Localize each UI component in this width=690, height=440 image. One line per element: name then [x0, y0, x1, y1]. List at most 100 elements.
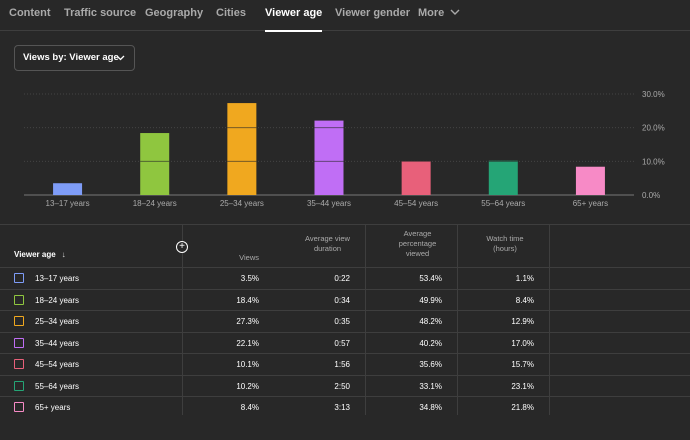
tab-viewer-age[interactable]: Viewer age — [265, 0, 323, 32]
row-age-label: 25–34 years — [35, 317, 80, 326]
chevron-down-icon — [116, 55, 125, 61]
tab-content[interactable]: Content — [9, 7, 51, 19]
row-watch-time: 1.1% — [515, 274, 534, 283]
tab-viewer-gender[interactable]: Viewer gender — [335, 7, 410, 19]
viewer-age-bar-chart: 0.0% 10.0% 20.0% 30.0% 13–17 years 18–24 year… — [24, 90, 665, 208]
row-avg-duration: 1:56 — [334, 360, 350, 369]
row-views: 18.4% — [236, 295, 259, 305]
row-age-label: 18–24 years — [35, 295, 80, 305]
header-line: duration — [313, 244, 342, 253]
row-views: 8.4% — [240, 403, 259, 412]
column-divider — [549, 225, 550, 415]
x-category-label: 18–24 years — [133, 199, 177, 208]
bar[interactable] — [401, 160, 431, 195]
x-category-label: 45–54 years — [394, 199, 438, 208]
views-by-dropdown[interactable]: Views by: Viewer age — [14, 45, 135, 71]
series-toggle-checkbox[interactable] — [14, 337, 24, 348]
row-age-label: 45–54 years — [35, 360, 80, 369]
table-row[interactable]: 45–54 years 10.1% 1:56 35.6% 15.7% — [0, 353, 690, 375]
row-age-label: 35–44 years — [35, 338, 80, 348]
row-avg-duration: 0:35 — [334, 317, 350, 326]
x-category-label: 25–34 years — [220, 199, 264, 208]
table-row[interactable]: 35–44 years 22.1% 0:57 40.2% 17.0% — [0, 331, 690, 354]
header-avg-percentage-viewed[interactable]: Average percentage viewed — [380, 225, 455, 267]
chevron-down-icon — [450, 9, 460, 15]
tab-traffic-source[interactable]: Traffic source — [64, 7, 137, 19]
row-avg-percentage: 53.4% — [419, 274, 442, 283]
y-tick-label: 0.0% — [642, 191, 660, 200]
add-column-plus-icon[interactable]: + — [176, 241, 188, 253]
row-avg-duration: 0:22 — [334, 274, 350, 283]
column-divider — [365, 225, 366, 415]
column-divider — [182, 225, 183, 415]
column-divider — [457, 225, 458, 415]
row-watch-time: 15.7% — [511, 360, 534, 369]
row-avg-percentage: 33.1% — [419, 381, 442, 391]
row-watch-time: 8.4% — [515, 295, 534, 305]
row-watch-time: 17.0% — [511, 338, 534, 348]
table-row[interactable]: 65+ years 8.4% 3:13 34.8% 21.8% — [0, 396, 690, 418]
row-age-label: 55–64 years — [35, 381, 80, 391]
table-row[interactable]: 25–34 years 27.3% 0:35 48.2% 12.9% — [0, 310, 690, 332]
header-views[interactable]: Views — [190, 225, 259, 267]
bar[interactable] — [140, 133, 170, 195]
row-views: 10.1% — [236, 360, 259, 369]
header-avg-view-duration[interactable]: Average view duration — [290, 225, 365, 267]
bar[interactable] — [314, 120, 344, 195]
series-toggle-checkbox[interactable] — [14, 402, 24, 412]
table-row[interactable]: 55–64 years 10.2% 2:50 33.1% 23.1% — [0, 374, 690, 397]
row-avg-percentage: 35.6% — [419, 360, 442, 369]
series-toggle-checkbox[interactable] — [14, 316, 24, 326]
header-line: percentage — [398, 239, 437, 248]
row-avg-duration: 0:57 — [334, 338, 350, 348]
row-views: 3.5% — [240, 274, 259, 283]
row-avg-percentage: 49.9% — [419, 295, 442, 305]
header-line: Average — [403, 229, 432, 238]
header-watch-time[interactable]: Watch time (hours) — [475, 225, 535, 267]
series-toggle-checkbox[interactable] — [14, 380, 24, 391]
y-tick-label: 10.0% — [642, 157, 665, 166]
sort-down-arrow-icon: ↓ — [61, 250, 66, 259]
tab-cities[interactable]: Cities — [216, 7, 246, 19]
row-avg-percentage: 48.2% — [419, 317, 442, 326]
row-age-label: 13–17 years — [35, 274, 80, 283]
header-views-label: Views — [239, 253, 259, 262]
series-toggle-checkbox[interactable] — [14, 273, 24, 283]
tab-more-label: More — [418, 7, 445, 19]
dropdown-label: Views by: Viewer age — [23, 52, 119, 63]
header-line: viewed — [405, 249, 430, 258]
header-line: (hours) — [493, 244, 517, 253]
x-category-label: 55–64 years — [481, 199, 525, 208]
row-avg-duration: 2:50 — [334, 381, 350, 391]
row-watch-time: 23.1% — [511, 381, 534, 391]
x-category-label: 65+ years — [573, 199, 608, 208]
row-views: 27.3% — [236, 317, 259, 326]
row-views: 22.1% — [236, 338, 259, 348]
table-row[interactable]: 18–24 years 18.4% 0:34 49.9% 8.4% — [0, 288, 690, 311]
table-row[interactable]: 13–17 years 3.5% 0:22 53.4% 1.1% — [0, 267, 690, 289]
x-category-label: 35–44 years — [307, 199, 351, 208]
bar[interactable] — [488, 160, 518, 195]
row-views: 10.2% — [236, 381, 259, 391]
series-toggle-checkbox[interactable] — [14, 359, 24, 369]
row-watch-time: 12.9% — [511, 317, 534, 326]
tab-bar: Content Traffic source Geography Cities … — [0, 0, 690, 32]
y-tick-label: 30.0% — [642, 90, 665, 99]
series-toggle-checkbox[interactable] — [14, 294, 24, 305]
row-avg-duration: 0:34 — [334, 295, 350, 305]
bar[interactable] — [53, 183, 83, 195]
row-avg-percentage: 40.2% — [419, 338, 442, 348]
bar[interactable] — [227, 103, 257, 195]
tab-geography[interactable]: Geography — [145, 7, 204, 19]
header-line: Average view — [305, 234, 350, 243]
y-tick-label: 20.0% — [642, 124, 665, 133]
row-age-label: 65+ years — [35, 403, 71, 412]
header-viewer-age-label: Viewer age — [14, 250, 56, 259]
row-avg-percentage: 34.8% — [419, 403, 442, 412]
bar[interactable] — [575, 166, 605, 195]
viewer-age-table: Viewer age ↓ + Views Average view duratio… — [0, 224, 690, 440]
header-line: Watch time — [486, 234, 524, 243]
row-avg-duration: 3:13 — [334, 403, 350, 412]
header-viewer-age[interactable]: Viewer age ↓ — [14, 250, 66, 259]
tab-more[interactable]: More — [418, 0, 460, 31]
